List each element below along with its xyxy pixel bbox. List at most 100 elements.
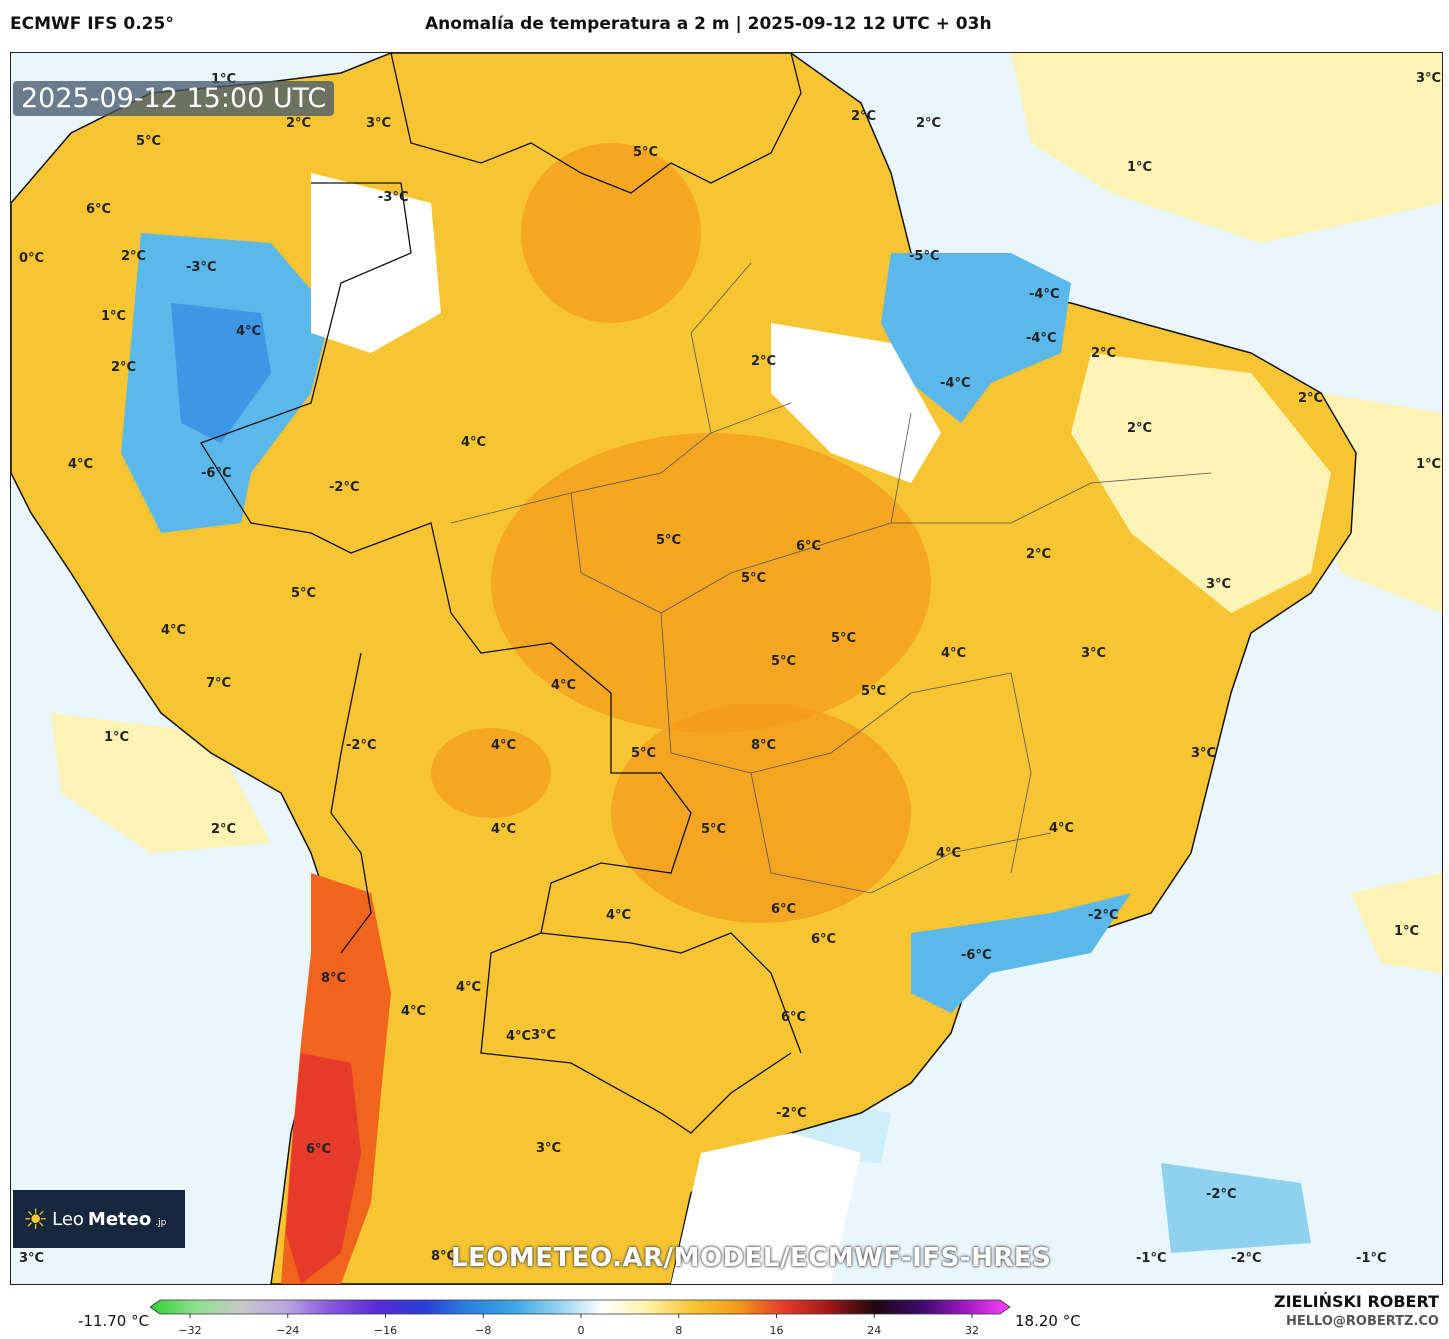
colorbar-tick-label: −24 bbox=[276, 1324, 299, 1337]
colorbar-ticks: −32 −24 −16 −8 0 8 16 24 32 bbox=[178, 1314, 979, 1337]
model-title: ECMWF IFS 0.25° bbox=[10, 14, 174, 34]
isotherm-label: -4°C bbox=[940, 376, 970, 391]
isotherm-label: 5°C bbox=[861, 684, 886, 699]
isotherm-label: -2°C bbox=[1206, 1187, 1236, 1202]
isotherm-label: 8°C bbox=[431, 1249, 456, 1264]
isotherm-label: -3°C bbox=[186, 260, 216, 275]
colorbar-tick-label: 24 bbox=[867, 1324, 881, 1337]
isotherm-label: 6°C bbox=[86, 202, 111, 217]
isotherm-label: 4°C bbox=[491, 738, 516, 753]
isotherm-label: -1°C bbox=[1136, 1251, 1166, 1266]
isotherm-label: 4°C bbox=[606, 908, 631, 923]
colorbar-tick-label: 8 bbox=[675, 1324, 682, 1337]
isotherm-label: 3°C bbox=[1206, 577, 1231, 592]
isotherm-label: 3°C bbox=[19, 1251, 44, 1266]
isotherm-label: 4°C bbox=[551, 678, 576, 693]
isotherm-label: 4°C bbox=[236, 324, 261, 339]
isotherm-label: -3°C bbox=[378, 190, 408, 205]
isotherm-label: 5°C bbox=[701, 822, 726, 837]
isotherm-label: 4°C bbox=[401, 1004, 426, 1019]
isotherm-label: 2°C bbox=[1026, 547, 1051, 562]
isotherm-label: 1°C bbox=[1416, 457, 1441, 472]
logo-text-bold: Meteo bbox=[87, 1208, 152, 1230]
author-credit: ZIELIŃSKI ROBERT bbox=[1273, 1292, 1439, 1311]
isotherm-label: -2°C bbox=[346, 738, 376, 753]
isotherm-label: 5°C bbox=[631, 746, 656, 761]
isotherm-label: 5°C bbox=[656, 533, 681, 548]
isotherm-label: -6°C bbox=[961, 948, 991, 963]
isotherm-label: 5°C bbox=[633, 145, 658, 160]
isotherm-label: 3°C bbox=[531, 1028, 556, 1043]
isotherm-label: 2°C bbox=[1127, 421, 1152, 436]
isotherm-label: 6°C bbox=[811, 932, 836, 947]
isotherm-label: 5°C bbox=[291, 586, 316, 601]
isotherm-label: 4°C bbox=[456, 980, 481, 995]
isotherm-label: 2°C bbox=[1298, 391, 1323, 406]
isotherm-label: 2°C bbox=[111, 360, 136, 375]
isotherm-label: 5°C bbox=[136, 134, 161, 149]
isotherm-label: 3°C bbox=[1081, 646, 1106, 661]
isotherm-label: 2°C bbox=[916, 116, 941, 131]
map-title: Anomalía de temperatura a 2 m | 2025-09-… bbox=[425, 14, 992, 34]
hot-anomaly-zone bbox=[611, 703, 911, 923]
isotherm-label: 0°C bbox=[19, 251, 44, 266]
sun-icon: ☀ bbox=[23, 1202, 49, 1236]
isotherm-label: -4°C bbox=[1029, 287, 1059, 302]
cold-anomaly-zone bbox=[311, 173, 441, 353]
isotherm-label: 7°C bbox=[206, 676, 231, 691]
isotherm-label: 6°C bbox=[306, 1142, 331, 1157]
hot-anomaly-zone bbox=[491, 433, 931, 733]
neutral-zone bbox=[771, 323, 941, 483]
isotherm-label: -2°C bbox=[1088, 908, 1118, 923]
colorbar-max-label: 18.20 °C bbox=[1015, 1312, 1081, 1330]
isotherm-label: 2°C bbox=[286, 116, 311, 131]
isotherm-label: 1°C bbox=[1127, 160, 1152, 175]
isotherm-label: 8°C bbox=[321, 971, 346, 986]
isotherm-label: 4°C bbox=[1049, 821, 1074, 836]
isotherm-label: 4°C bbox=[936, 846, 961, 861]
hot-anomaly-zone bbox=[521, 143, 701, 323]
isotherm-labels: 1°C 5°C 3°C 2°C 5°C 2°C 2°C -3°C 1°C 6°C 3°C 0°C 2°C… bbox=[19, 71, 1441, 1266]
isotherm-label: 4°C bbox=[491, 822, 516, 837]
isotherm-label: -2°C bbox=[1231, 1251, 1261, 1266]
colorbar: −32 −24 −16 −8 0 8 16 24 32 bbox=[150, 1299, 1011, 1337]
hot-anomaly-zone bbox=[431, 728, 551, 818]
isotherm-label: 2°C bbox=[851, 109, 876, 124]
cold-anomaly-zone bbox=[911, 893, 1131, 1013]
colorbar-bar bbox=[150, 1299, 1011, 1315]
warm-ocean-patch bbox=[1351, 873, 1442, 973]
colorbar-tick-label: 32 bbox=[965, 1324, 979, 1337]
isotherm-label: 8°C bbox=[751, 738, 776, 753]
colorbar-min-label: -11.70 °C bbox=[78, 1312, 150, 1330]
valid-time-badge: 2025-09-12 15:00 UTC bbox=[13, 81, 335, 116]
colorbar-tick-label: 16 bbox=[770, 1324, 784, 1337]
cold-ocean-patch bbox=[671, 1133, 861, 1284]
colorbar-tick-label: −16 bbox=[374, 1324, 397, 1337]
isotherm-label: 4°C bbox=[506, 1029, 531, 1044]
isotherm-label: 1°C bbox=[1394, 924, 1419, 939]
cold-ocean-patch bbox=[1161, 1163, 1311, 1253]
isotherm-label: 3°C bbox=[536, 1141, 561, 1156]
isotherm-label: 4°C bbox=[161, 623, 186, 638]
isotherm-label: 1°C bbox=[101, 309, 126, 324]
logo-suffix: .jp bbox=[155, 1218, 167, 1228]
isotherm-label: -5°C bbox=[909, 249, 939, 264]
logo-text: Leo bbox=[52, 1208, 84, 1230]
isotherm-label: 4°C bbox=[941, 646, 966, 661]
isotherm-label: -2°C bbox=[329, 480, 359, 495]
leometeo-logo: ☀ Leo Meteo .jp bbox=[13, 1190, 185, 1248]
site-watermark: LEOMETEO.AR/MODEL/ECMWF-IFS-HRES bbox=[451, 1243, 1052, 1273]
isotherm-label: 6°C bbox=[781, 1010, 806, 1025]
cold-anomaly-zone bbox=[881, 253, 1071, 423]
isotherm-label: 1°C bbox=[104, 730, 129, 745]
isotherm-label: 4°C bbox=[461, 435, 486, 450]
isotherm-label: 4°C bbox=[68, 457, 93, 472]
cold-anomaly-zone bbox=[171, 303, 271, 443]
author-email: HELLO@ROBERTZ.CO bbox=[1285, 1314, 1439, 1329]
isotherm-label: -2°C bbox=[776, 1106, 806, 1121]
isotherm-label: 6°C bbox=[796, 539, 821, 554]
isotherm-label: 3°C bbox=[366, 116, 391, 131]
isotherm-label: 2°C bbox=[121, 249, 146, 264]
isotherm-label: 3°C bbox=[1416, 71, 1441, 86]
state-borders bbox=[450, 262, 1212, 894]
